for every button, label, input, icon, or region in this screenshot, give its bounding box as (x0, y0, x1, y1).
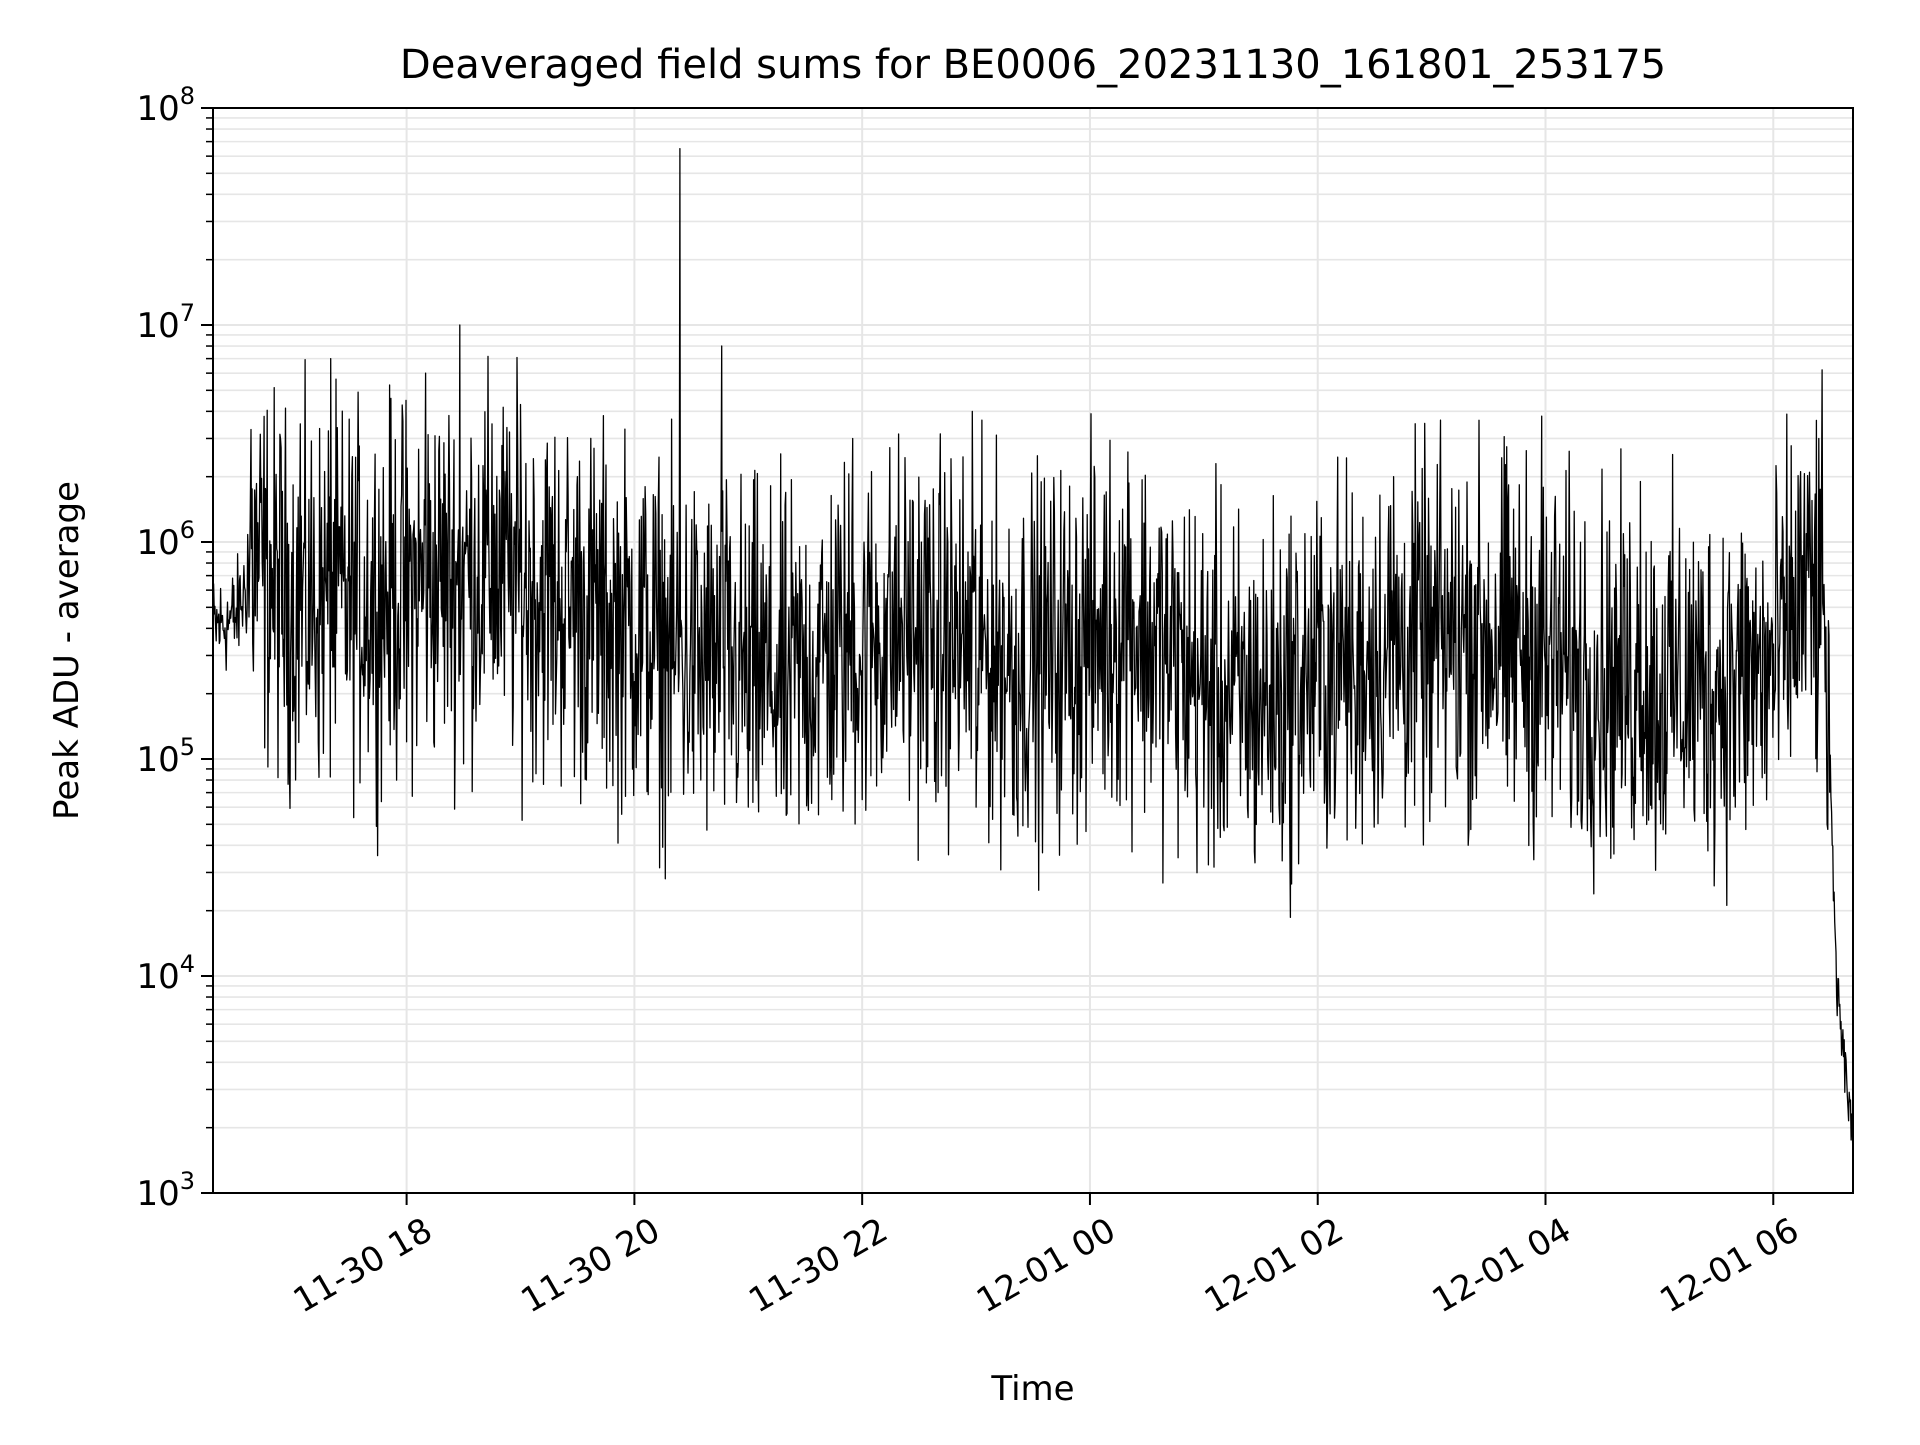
chart-title: Deaveraged field sums for BE0006_2023113… (400, 42, 1666, 88)
y-tick-label: 105 (136, 733, 195, 780)
y-tick-label: 108 (136, 82, 195, 129)
plot-frame (212, 107, 1854, 1194)
series-group (212, 147, 1854, 1161)
y-tick-label: 107 (136, 299, 195, 346)
x-axis-label: Time (990, 1369, 1074, 1409)
series-line (212, 147, 1854, 1161)
y-tick-label: 104 (136, 950, 195, 997)
y-axis-label: Peak ADU - average (47, 481, 87, 820)
y-tick-label: 103 (136, 1167, 195, 1214)
y-tick-label: 106 (136, 516, 195, 563)
